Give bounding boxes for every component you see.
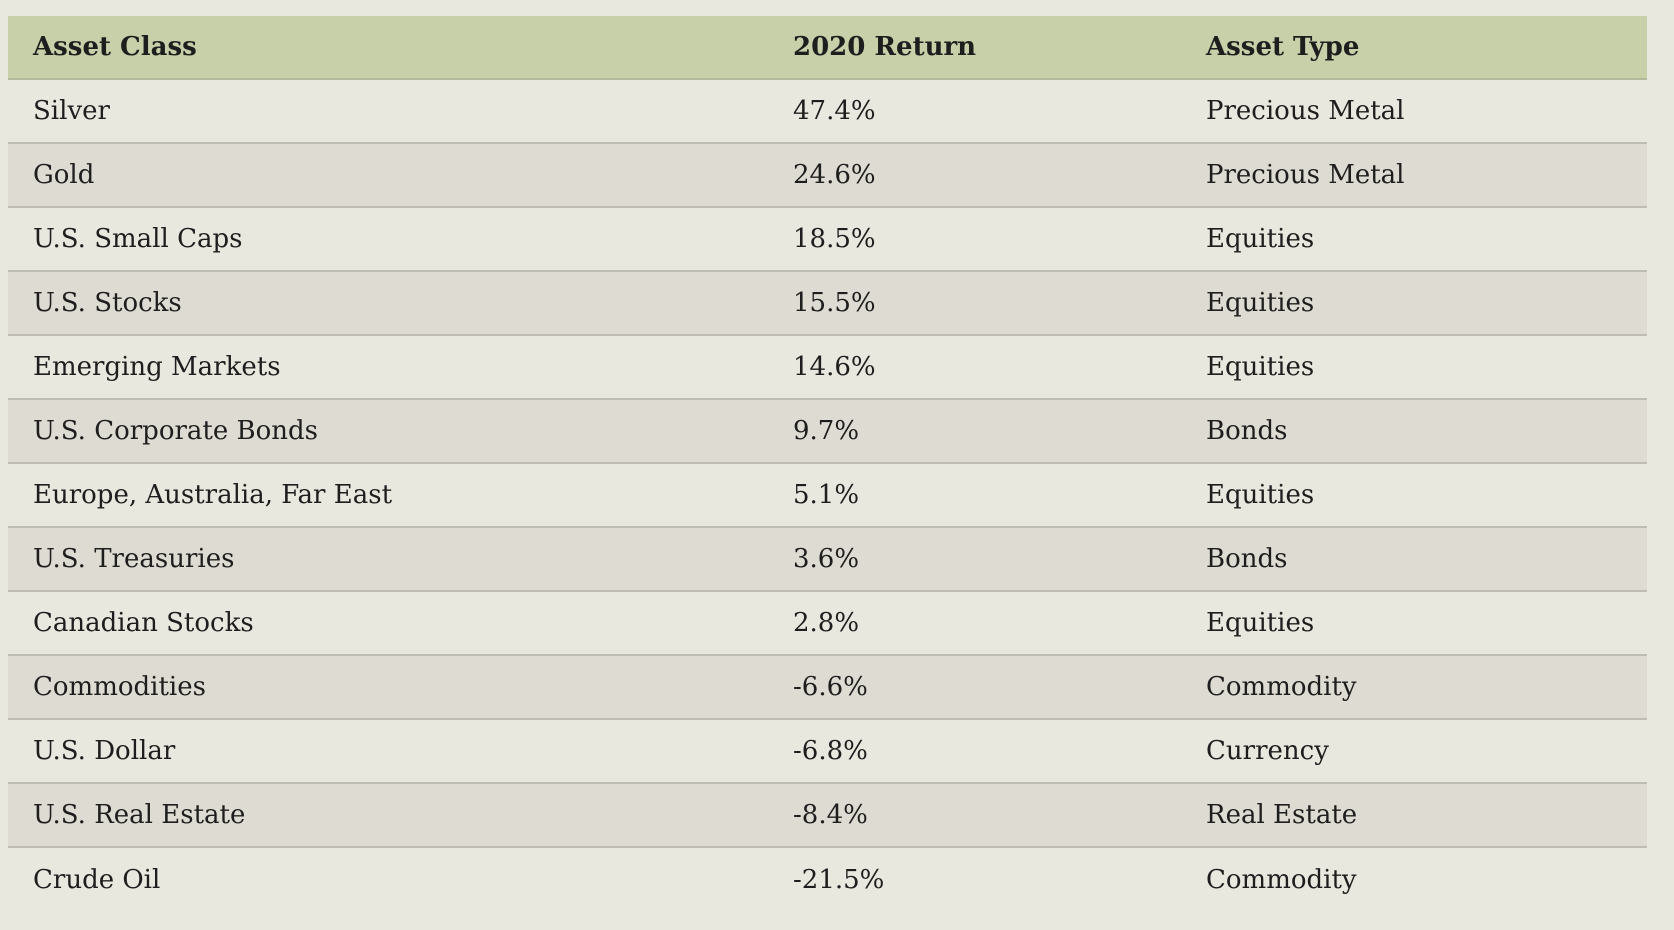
table-cell: -6.8% [793,736,868,766]
table-cell: -21.5% [793,865,885,895]
header-cell: Asset Type [1206,32,1360,62]
table-row: U.S. Real Estate -8.4% Real Estate [8,784,1647,848]
table-row: Emerging Markets 14.6% Equities [8,336,1647,400]
table-cell: 47.4% [793,96,876,126]
header-cell: 2020 Return [793,32,977,62]
table-cell: U.S. Stocks [33,288,182,318]
table-cell: Equities [1206,480,1315,510]
table-cell: Commodities [33,672,206,702]
table-row: Gold 24.6% Precious Metal [8,144,1647,208]
table-cell: U.S. Corporate Bonds [33,416,318,446]
table-cell: Equities [1206,352,1315,382]
table-cell: Bonds [1206,416,1288,446]
table-row: U.S. Treasuries 3.6% Bonds [8,528,1647,592]
table-cell: Silver [33,96,110,126]
table-cell: Emerging Markets [33,352,281,382]
header-row: Asset Class 2020 Return Asset Type [8,16,1647,80]
table-row: Canadian Stocks 2.8% Equities [8,592,1647,656]
table-cell: 9.7% [793,416,860,446]
table-cell: 5.1% [793,480,860,510]
table-cell: 2.8% [793,608,860,638]
table-cell: Currency [1206,736,1329,766]
table-row: Crude Oil -21.5% Commodity [8,848,1647,912]
table-cell: Canadian Stocks [33,608,254,638]
table-cell: Real Estate [1206,800,1358,830]
table: Asset Class 2020 Return Asset Type Silver 47… [8,16,1647,912]
table-cell: U.S. Dollar [33,736,176,766]
table-cell: 15.5% [793,288,876,318]
table-row: Commodities -6.6% Commodity [8,656,1647,720]
table-cell: Commodity [1206,865,1357,895]
table-cell: 3.6% [793,544,860,574]
table-cell: -8.4% [793,800,868,830]
table-cell: Crude Oil [33,865,161,895]
table-cell: Equities [1206,608,1315,638]
table-row: U.S. Small Caps 18.5% Equities [8,208,1647,272]
table-cell: -6.6% [793,672,868,702]
table-row: U.S. Stocks 15.5% Equities [8,272,1647,336]
table-cell: 24.6% [793,160,876,190]
table-cell: Precious Metal [1206,160,1405,190]
table-cell: Equities [1206,288,1315,318]
table-row: U.S. Corporate Bonds 9.7% Bonds [8,400,1647,464]
table-cell: Gold [33,160,95,190]
table-cell: U.S. Treasuries [33,544,235,574]
table-cell: Europe, Australia, Far East [33,480,393,510]
table-row: Silver 47.4% Precious Metal [8,80,1647,144]
table-row: Europe, Australia, Far East 5.1% Equities [8,464,1647,528]
table-cell: U.S. Small Caps [33,224,243,254]
header-cell: Asset Class [33,32,197,62]
table-cell: Equities [1206,224,1315,254]
table-cell: 18.5% [793,224,876,254]
table-row: U.S. Dollar -6.8% Currency [8,720,1647,784]
table-cell: Precious Metal [1206,96,1405,126]
table-cell: U.S. Real Estate [33,800,246,830]
table-cell: Bonds [1206,544,1288,574]
table-cell: 14.6% [793,352,876,382]
table-cell: Commodity [1206,672,1357,702]
